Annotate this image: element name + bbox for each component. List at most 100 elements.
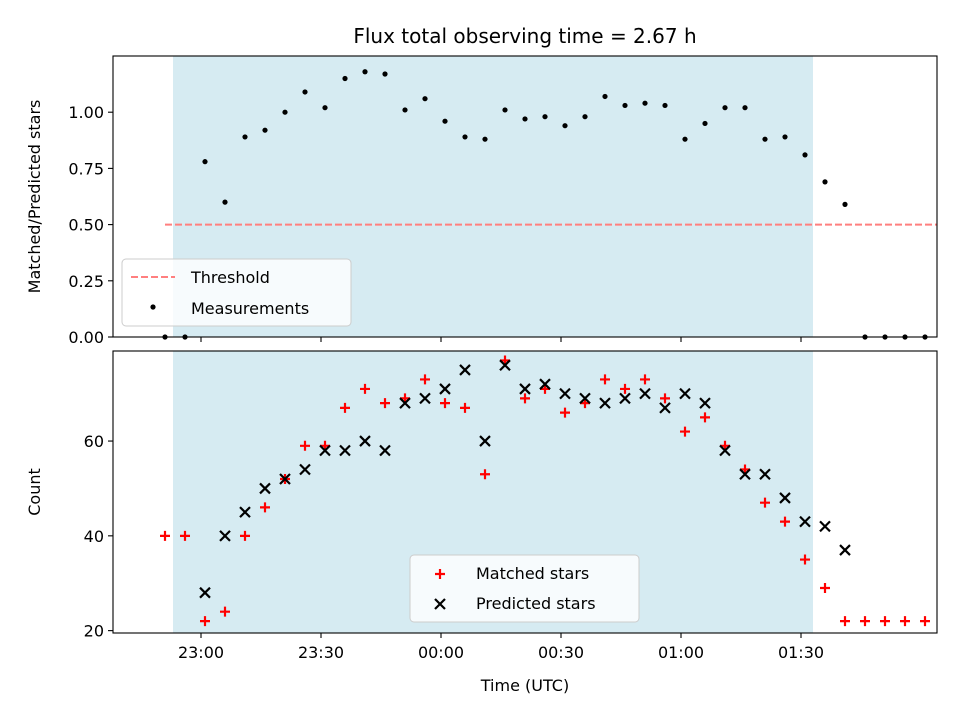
measurement-point [742, 105, 748, 111]
matched-star-point [220, 606, 230, 617]
chart-title: Flux total observing time = 2.67 h [353, 24, 696, 48]
matched-star-point [780, 516, 790, 527]
matched-star-point [380, 398, 390, 409]
predicted-star-point [399, 397, 411, 409]
measurement-point [542, 114, 548, 120]
legend-top: Threshold Measurements [121, 258, 352, 327]
predicted-star-point [539, 378, 551, 390]
predicted-star-point [679, 387, 691, 400]
measurement-point [302, 89, 308, 95]
y-tick-label: 40 [84, 527, 104, 546]
matched-star-point [920, 616, 930, 627]
matched-star-point [760, 497, 770, 508]
measurement-point [462, 134, 468, 140]
matched-star-point [160, 530, 170, 541]
matched-star-point [880, 616, 890, 627]
matched-star-point [860, 616, 870, 627]
predicted-star-point [639, 387, 651, 400]
predicted-star-point [779, 492, 791, 504]
matched-star-point [680, 426, 690, 437]
measurement-point [342, 75, 348, 82]
x-tick-label: 00:30 [538, 643, 584, 662]
matched-star-point [240, 530, 250, 541]
matched-star-point [600, 374, 610, 385]
measurement-point [502, 107, 508, 113]
y-tick-label: 0.25 [68, 272, 104, 291]
matched-star-point [420, 374, 430, 385]
y-tick-label: 0.00 [68, 328, 104, 347]
measurement-point [422, 96, 428, 102]
y-axis-label: Matched/Predicted stars [25, 100, 44, 294]
predicted-star-point [759, 468, 771, 481]
legend-matched-label: Matched stars [476, 564, 589, 583]
measurement-point [222, 199, 228, 205]
measurement-point [782, 134, 788, 140]
measurement-point [322, 105, 328, 111]
measurement-point [682, 136, 688, 142]
predicted-star-point [299, 463, 311, 476]
y-tick-label: 60 [84, 432, 104, 451]
matched-star-point [820, 582, 830, 593]
measurement-point [762, 136, 768, 142]
predicted-star-point [239, 506, 251, 518]
predicted-star-point [659, 402, 671, 414]
predicted-star-point [339, 444, 351, 457]
measurement-point [282, 109, 288, 115]
legend-box [121, 258, 352, 327]
matched-star-point [480, 469, 490, 480]
predicted-star-point [519, 383, 531, 395]
measurement-point [382, 71, 388, 77]
y-tick-label: 0.50 [68, 216, 104, 235]
measurement-point [802, 152, 808, 158]
matched-star-point [900, 616, 910, 627]
matched-star-point [440, 398, 450, 409]
matched-star-point [660, 393, 670, 404]
predicted-star-point [319, 444, 331, 457]
legend-box [409, 554, 640, 623]
legend-measurements-label: Measurements [191, 299, 309, 318]
measurement-point [442, 118, 448, 124]
predicted-star-point [439, 383, 451, 395]
predicted-star-point [279, 473, 291, 485]
measurement-point [262, 127, 268, 133]
top-panel: 0.00 0.25 0.50 0.75 1.00 Matched/Predicted st… [25, 24, 938, 347]
predicted-star-point [599, 397, 611, 409]
legend-threshold-label: Threshold [190, 268, 270, 287]
measurement-point [602, 93, 608, 100]
predicted-star-point [459, 364, 471, 376]
matched-star-point [840, 616, 850, 627]
measurement-point [202, 159, 208, 165]
measurement-point [642, 100, 648, 106]
legend-matched-swatch [435, 569, 445, 579]
measurement-point [522, 116, 528, 122]
measurement-point [482, 136, 488, 142]
predicted-star-point [199, 586, 211, 599]
legend-predicted-label: Predicted stars [476, 594, 596, 613]
matched-star-point [180, 530, 190, 541]
predicted-star-point [579, 392, 591, 405]
bottom-panel: 20 40 60 23:00 23:30 00:00 00:30 01:00 01:30 Coun… [25, 350, 938, 695]
predicted-star-point [719, 444, 731, 457]
measurement-point [582, 114, 588, 120]
axes-frame [112, 55, 938, 338]
measurement-point [702, 120, 708, 127]
matched-star-point [200, 616, 210, 627]
predicted-star-point [559, 387, 571, 400]
measurement-point [622, 102, 628, 109]
matched-star-point [640, 374, 650, 385]
measurement-point [842, 201, 848, 207]
measurement-point [562, 123, 568, 129]
matched-star-point [520, 393, 530, 404]
x-axis-label: Time (UTC) [480, 676, 569, 695]
matched-star-point [340, 402, 350, 413]
matched-star-point [300, 440, 310, 451]
measurement-point [822, 179, 828, 185]
predicted-star-point [419, 392, 431, 405]
x-tick-label: 23:30 [298, 643, 344, 662]
measurement-point [362, 69, 368, 75]
predicted-star-point [379, 444, 391, 457]
predicted-star-point [799, 515, 811, 528]
matched-star-point [620, 383, 630, 394]
predicted-star-point [499, 359, 511, 371]
